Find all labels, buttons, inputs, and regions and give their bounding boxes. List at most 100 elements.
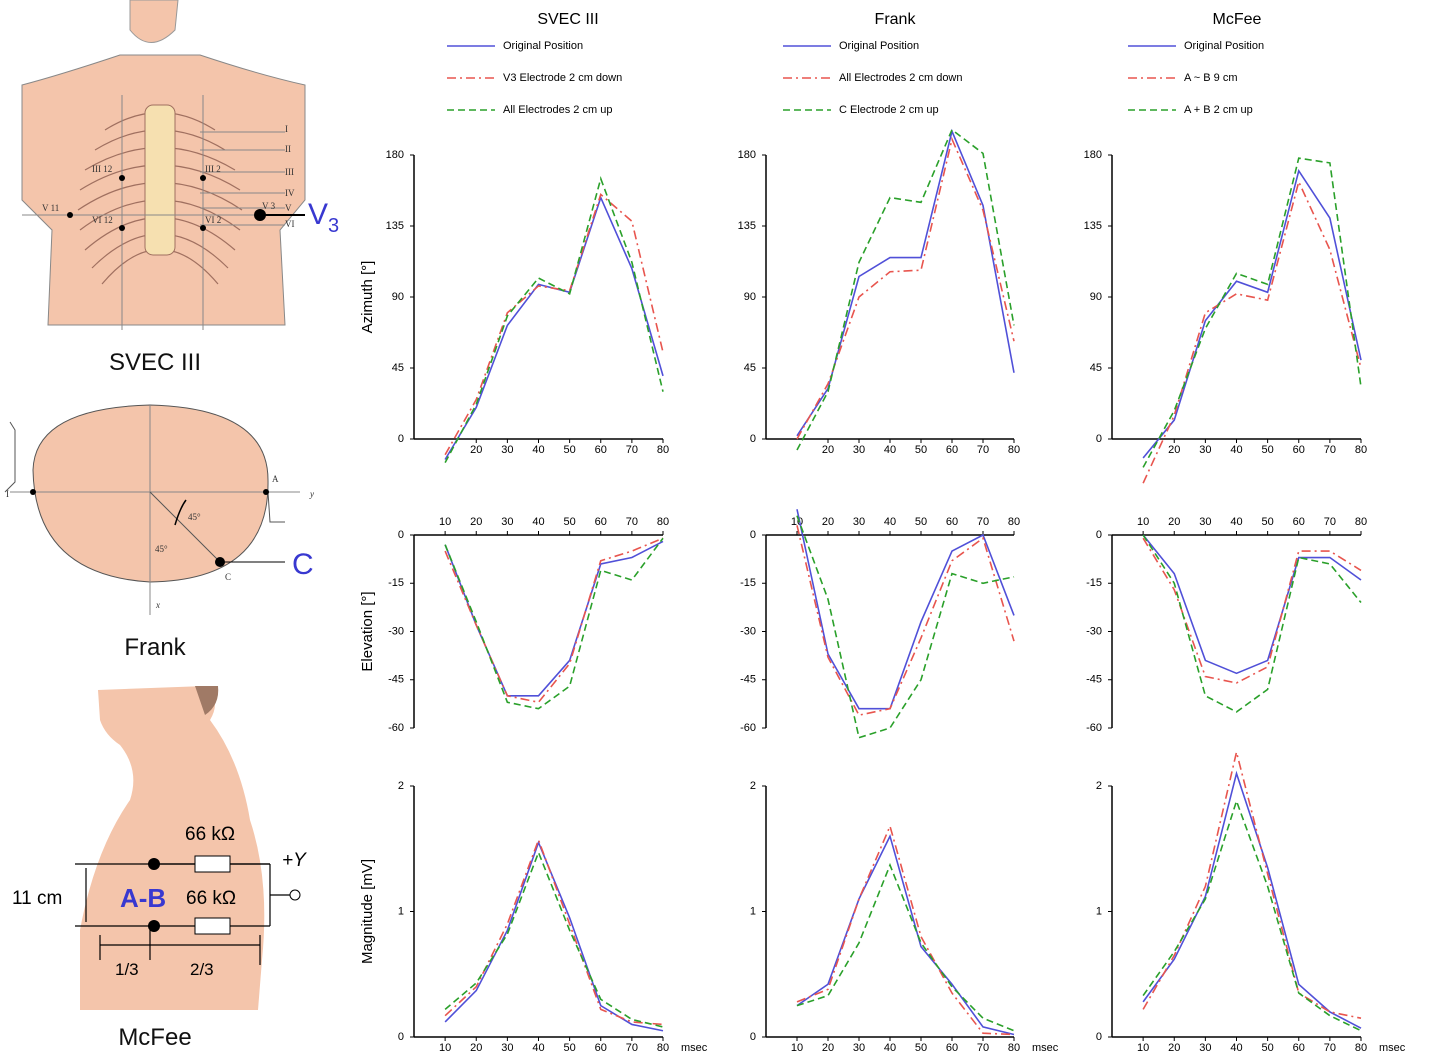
x-tick-label: 80 <box>1008 516 1020 528</box>
data-line <box>1142 770 1362 1029</box>
y-tick-label: 90 <box>744 291 756 303</box>
y-tick-label: 90 <box>1090 291 1102 303</box>
x-tick-label: 60 <box>1293 444 1305 456</box>
legend-label: All Electrodes 2 cm up <box>503 104 612 116</box>
x-tick-label: 30 <box>501 444 513 456</box>
level-label: V <box>285 203 292 213</box>
x-tick-label: 60 <box>1293 1042 1305 1054</box>
x-axis-label: msec <box>1379 1042 1406 1054</box>
electrode-letter: V <box>308 198 328 231</box>
point-label: III 2 <box>205 164 221 174</box>
x-tick-label: 30 <box>853 444 865 456</box>
y-tick-label: 180 <box>1084 149 1102 161</box>
y-tick-label: 90 <box>392 291 404 303</box>
x-tick-label: 70 <box>1324 516 1336 528</box>
data-line <box>444 195 664 460</box>
legend-label: A ~ B 9 cm <box>1184 72 1238 84</box>
y-tick-label: 0 <box>398 1031 404 1043</box>
x-tick-label: 30 <box>501 516 513 528</box>
x-tick-label: 50 <box>564 444 576 456</box>
y-tick-label: 0 <box>750 1031 756 1043</box>
x-tick-label: 40 <box>532 444 544 456</box>
y-tick-label: -45 <box>740 674 756 686</box>
x-tick-label: 50 <box>915 444 927 456</box>
x-axis-label: msec <box>1032 1042 1059 1054</box>
x-tick-label: 50 <box>564 1042 576 1054</box>
legend-label: C Electrode 2 cm up <box>839 104 939 116</box>
x-tick-label: 80 <box>1008 1042 1020 1054</box>
y-tick-label: -15 <box>740 577 756 589</box>
x-tick-label: 70 <box>626 444 638 456</box>
data-line <box>796 525 1015 717</box>
data-line <box>444 840 664 1032</box>
x-tick-label: 70 <box>626 1042 638 1054</box>
x-axis-label: msec <box>681 1042 708 1054</box>
point-label: VI 2 <box>205 215 221 225</box>
electrode-subscript: 3 <box>328 215 339 237</box>
y-tick-label: 135 <box>386 220 404 232</box>
electrode-label: C <box>292 548 314 581</box>
point-label: VI 12 <box>92 215 113 225</box>
x-tick-label: 50 <box>564 516 576 528</box>
x-tick-label: 80 <box>657 516 669 528</box>
x-tick-label: 20 <box>822 1042 834 1054</box>
height-label: 11 cm <box>12 888 62 909</box>
frank-diagram: I A C y x 45° 45° C Frank <box>4 404 314 661</box>
data-line <box>444 837 664 1026</box>
x-tick-label: 10 <box>1137 516 1149 528</box>
y-tick-label: 2 <box>750 780 756 792</box>
x-tick-label: 30 <box>1199 516 1211 528</box>
data-line <box>796 509 1015 710</box>
y-tick-label: -60 <box>1086 722 1102 734</box>
data-line <box>796 136 1015 440</box>
x-tick-label: 60 <box>946 444 958 456</box>
y-tick-label: 0 <box>750 529 756 541</box>
data-line <box>796 833 1015 1036</box>
y-tick-label: 0 <box>398 433 404 445</box>
fraction-label: 1/3 <box>115 960 139 979</box>
y-tick-label: -15 <box>1086 577 1102 589</box>
x-tick-label: 60 <box>595 516 607 528</box>
data-line <box>1142 157 1362 468</box>
x-tick-label: 80 <box>1355 1042 1367 1054</box>
x-tick-label: 10 <box>1137 1042 1149 1054</box>
x-tick-label: 10 <box>439 516 451 528</box>
mcfee-diagram: 66 kΩ 66 kΩ +Y 11 cm A-B 1/3 2/3 McFee <box>12 686 307 1051</box>
frank-label: y <box>309 489 314 499</box>
legend-label: A + B 2 cm up <box>1184 104 1253 116</box>
electrode-label: V3 <box>308 198 339 237</box>
y-tick-label: 135 <box>1084 220 1102 232</box>
x-tick-label: 40 <box>1230 1042 1242 1054</box>
level-label: III <box>285 167 294 177</box>
data-line <box>796 515 1015 739</box>
fraction-label: 2/3 <box>190 960 214 979</box>
data-line <box>1142 798 1362 1032</box>
legend-label: Original Position <box>1184 40 1264 52</box>
y-tick-label: -15 <box>388 577 404 589</box>
y-tick-label: -45 <box>1086 674 1102 686</box>
resistor-label: 66 kΩ <box>185 824 235 845</box>
x-tick-label: 30 <box>853 1042 865 1054</box>
level-label: IV <box>285 188 295 198</box>
x-tick-label: 20 <box>470 444 482 456</box>
electrodes-label: A-B <box>120 883 166 913</box>
diagram-title: McFee <box>118 1024 191 1051</box>
x-tick-label: 50 <box>1262 1042 1274 1054</box>
y-tick-label: 180 <box>386 149 404 161</box>
x-tick-label: 50 <box>1262 444 1274 456</box>
data-line <box>444 540 664 697</box>
x-tick-label: 40 <box>884 1042 896 1054</box>
y-tick-label: 0 <box>750 433 756 445</box>
x-tick-label: 40 <box>884 516 896 528</box>
data-line <box>796 128 1015 451</box>
x-tick-label: 60 <box>1293 516 1305 528</box>
x-tick-label: 70 <box>977 516 989 528</box>
x-tick-label: 10 <box>791 1042 803 1054</box>
legend-label: Original Position <box>503 40 583 52</box>
y-tick-label: 1 <box>750 905 756 917</box>
data-line <box>796 128 1015 437</box>
diagram-title: Frank <box>124 634 186 661</box>
x-tick-label: 80 <box>1355 516 1367 528</box>
frank-label: 45° <box>188 512 201 522</box>
